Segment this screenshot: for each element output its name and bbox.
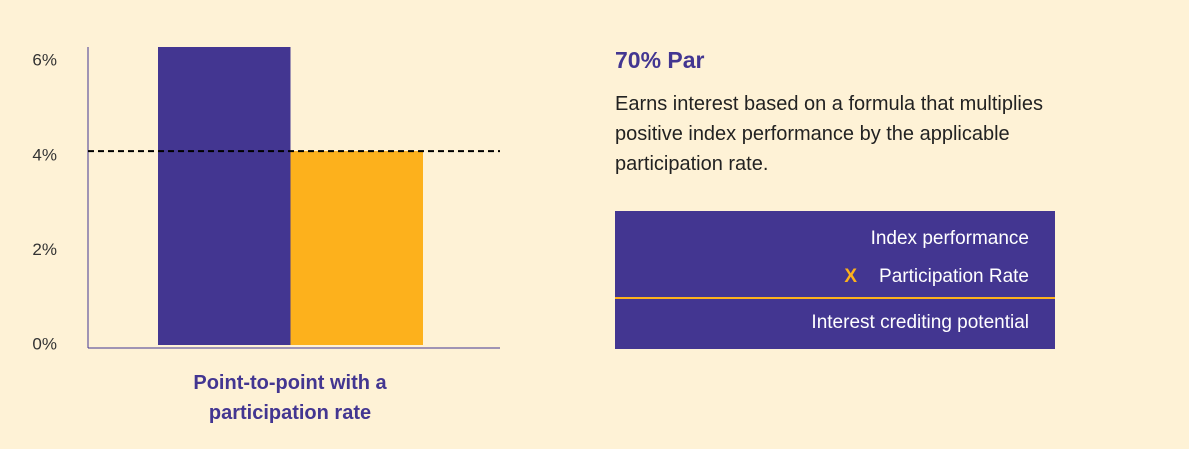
formula-result: Interest crediting potential	[811, 312, 1029, 333]
y-tick-label: 4%	[32, 145, 57, 164]
formula-second: Participation Rate	[879, 266, 1029, 287]
formula-second-row: X Participation Rate	[844, 266, 1029, 288]
panel-title: 70% Par	[615, 47, 705, 73]
separator	[615, 297, 1055, 299]
x-axis-label: Point-to-point with a participation rate	[193, 372, 387, 424]
formula-operator: X	[844, 266, 858, 287]
y-tick-label: 2%	[32, 240, 57, 259]
panel-description: Earns interest based on a formula that m…	[615, 93, 1043, 175]
bar	[290, 151, 423, 345]
bar	[158, 47, 291, 345]
chart: 0% 2% 4% 6%	[32, 47, 500, 353]
formula-box: Index performance X Participation Rate In…	[615, 211, 1055, 349]
formula-first: Index performance	[870, 228, 1029, 249]
y-tick-label: 0%	[32, 334, 57, 353]
y-tick-label: 6%	[32, 51, 57, 70]
